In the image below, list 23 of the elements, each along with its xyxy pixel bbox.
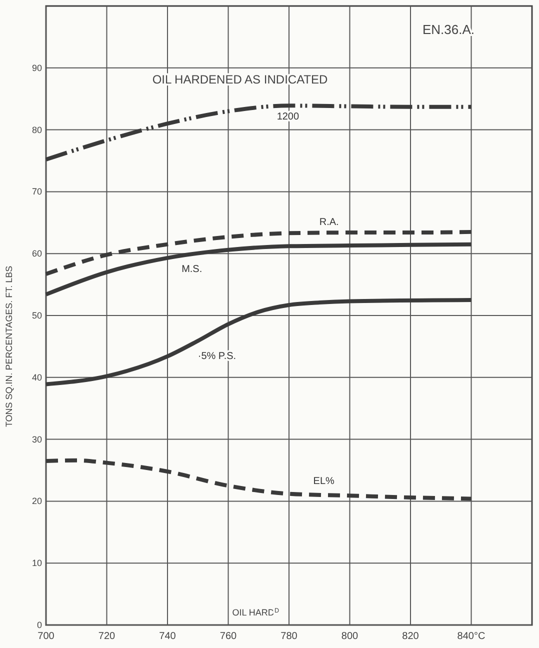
x-tick-label: 760 [220,631,238,642]
x-axis-title: OIL HARD$^{D}$ [232,607,280,618]
x-tick-label: 720 [98,631,116,642]
y-tick-label: 90 [32,62,42,73]
x-tick-label: 840°C [457,631,486,642]
x-tick-label: 700 [38,631,55,642]
series-label: EL% [313,476,335,487]
y-tick-label: 60 [32,248,42,259]
x-tick-label: 740 [159,631,176,642]
y-tick-label: 20 [32,496,42,506]
series-label: R.A. [319,217,339,228]
y-tick-label: 10 [32,558,42,568]
y-tick-label: 40 [32,372,42,382]
y-tick-label: 0 [36,620,42,630]
x-tick-label: 780 [280,631,298,642]
x-tick-label: 800 [341,631,359,642]
y-tick-label: 30 [32,434,42,444]
y-tick-label: 70 [32,186,42,197]
y-axis-title: TONS SQ.IN. PERCENTAGES. FT. LBS [4,266,14,428]
y-tick-label: 80 [32,124,42,135]
y-tick-label: 50 [32,310,42,320]
x-tick-label: 820 [402,631,420,642]
series-label: M.S. [182,264,202,275]
